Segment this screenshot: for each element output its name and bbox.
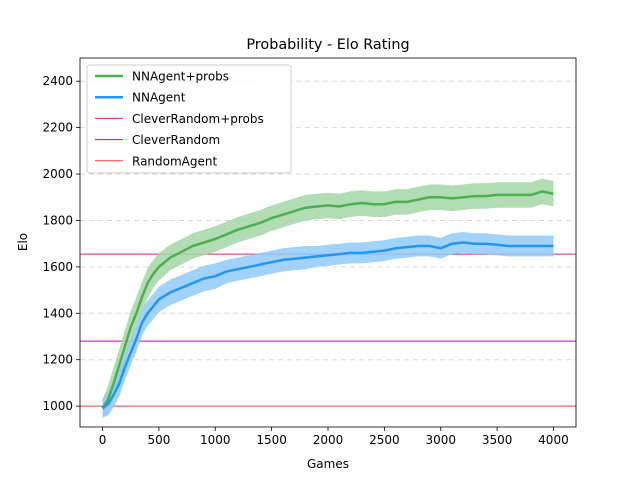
- y-tick-label: 2200: [42, 121, 73, 135]
- y-tick-label: 2400: [42, 74, 73, 88]
- chart-title: Probability - Elo Rating: [246, 37, 409, 53]
- x-tick-label: 500: [147, 433, 170, 447]
- legend-box: [86, 64, 292, 174]
- x-tick-label: 2500: [369, 433, 400, 447]
- series-line: [101, 241, 554, 410]
- y-tick-label: 1800: [42, 213, 73, 227]
- y-tick-label: 1600: [42, 260, 73, 274]
- legend-label: NNAgent+probs: [132, 70, 229, 84]
- x-tick-label: 1000: [200, 433, 231, 447]
- y-tick-label: 1000: [42, 399, 73, 413]
- y-tick-label: 1200: [42, 353, 73, 367]
- x-tick-label: 4000: [538, 433, 569, 447]
- x-axis-label: Games: [307, 457, 349, 471]
- x-tick-label: 0: [99, 433, 107, 447]
- series-band: [102, 232, 554, 418]
- x-tick-label: 3000: [425, 433, 456, 447]
- x-axis-ticks: 0 500 1000 1500 2000 2500 3000 3500 4000: [99, 427, 569, 447]
- y-axis-ticks: 1000 1200 1400 1600 1800 2000 2200 2400: [42, 74, 80, 413]
- x-tick-label: 1500: [256, 433, 287, 447]
- y-tick-label: 2000: [42, 167, 73, 181]
- legend: NNAgent+probs NNAgent CleverRandom+probs Cl…: [86, 64, 292, 174]
- legend-label: CleverRandom: [132, 133, 220, 147]
- legend-label: CleverRandom+probs: [132, 112, 264, 126]
- legend-label: RandomAgent: [132, 154, 217, 168]
- series-line: [101, 190, 554, 410]
- x-tick-label: 3500: [482, 433, 513, 447]
- x-tick-label: 2000: [313, 433, 344, 447]
- y-tick-label: 1400: [42, 306, 73, 320]
- series-lines: [101, 190, 554, 410]
- legend-label: NNAgent: [132, 91, 186, 105]
- y-axis-label: Elo: [16, 233, 30, 251]
